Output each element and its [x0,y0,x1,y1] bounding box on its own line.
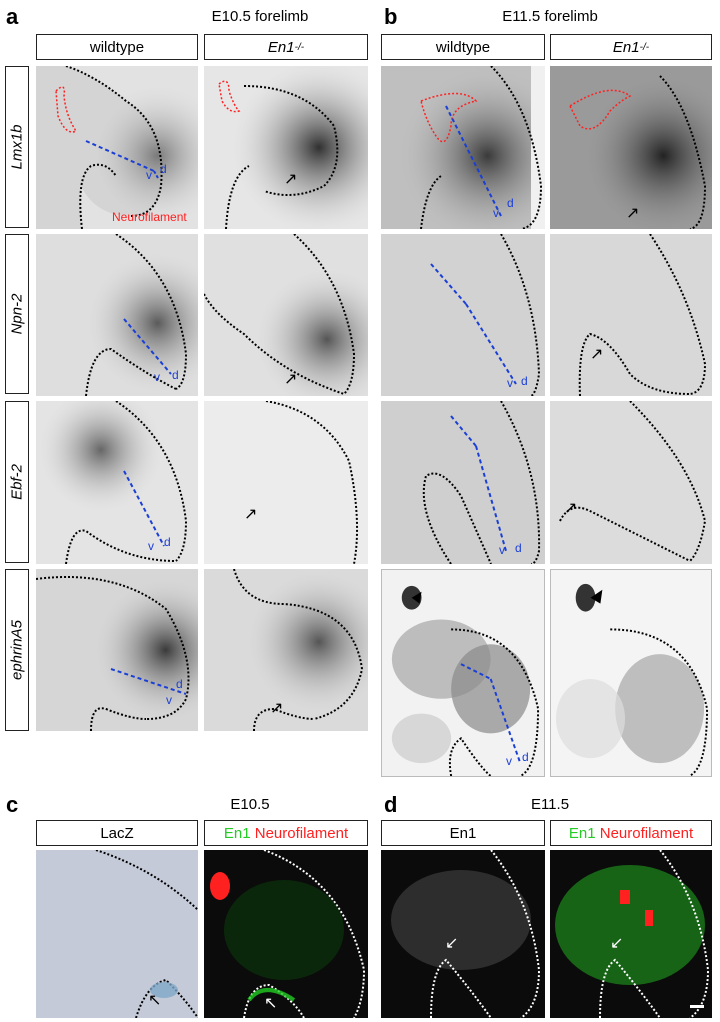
image-lmx1b-e105-en1: ↗ [204,66,368,229]
col-header-c-en1-neurofilament: En1 Neurofilament [204,820,368,846]
image-npn2-e105-en1: ↗ [204,234,368,396]
row-header-lmx1b: Lmx1b [5,66,29,228]
image-en1-neurofilament-e115: ↙ [550,850,712,1018]
svg-text:↗: ↗ [284,371,297,388]
axis-d: d [515,541,522,555]
svg-text:↖: ↖ [148,992,161,1009]
image-lmx1b-e105-wt: v d Neurofilament [36,66,198,229]
image-npn2-e105-wt: v d [36,234,198,396]
axis-v: v [506,754,512,768]
image-ebf2-e115-wt: v d [381,401,545,564]
axis-v: v [507,376,513,390]
axis-v: v [146,168,152,182]
svg-text:↙: ↙ [610,935,623,952]
panel-label-a: a [6,4,19,29]
image-lmx1b-e115-en1: ↗ [550,66,712,229]
axis-d: d [176,677,183,691]
image-npn2-e115-wt: v d [381,234,545,396]
panel-b-title: E11.5 forelimb [502,8,598,25]
col-header-c-lacz: LacZ [36,820,198,846]
col-header-d-en1: En1 [381,820,545,846]
panel-c-title: E10.5 [230,796,270,813]
panel-label-d: d [384,792,398,817]
image-ephrina5-e105-en1: ↗ [204,569,368,731]
axis-d: d [522,750,529,764]
axis-d: d [172,368,179,382]
col-header-d-en1-neurofilament: En1 Neurofilament [550,820,712,846]
axis-d: d [521,374,528,388]
col-header-b-en1: En1 -/- [550,34,712,60]
axis-v: v [166,693,172,707]
panel-a-title: E10.5 forelimb [211,8,309,25]
image-ebf2-e105-en1: ↗ [204,401,368,564]
axis-v: v [148,539,154,553]
axis-d: d [507,196,514,210]
image-en1-neurofilament-e105: ↖ [204,850,368,1018]
svg-text:↗: ↗ [270,700,283,717]
svg-text:↖: ↖ [264,995,277,1012]
row-header-ebf2: Ebf-2 [5,401,29,563]
panel-label-c: c [6,792,19,817]
svg-text:↗: ↗ [564,500,577,517]
image-ebf2-e115-en1: ↗ [550,401,712,564]
svg-text:↗: ↗ [284,171,297,188]
axis-v: v [154,370,160,384]
col-header-a-en1: En1 -/- [204,34,368,60]
panel-d-title: E11.5 [530,796,570,813]
image-lmx1b-e115-wt: v d [381,66,545,229]
panel-label-b: b [384,4,398,29]
svg-text:↗: ↗ [626,205,639,222]
row-header-ephrina5: ephrinA5 [5,569,29,731]
svg-text:↙: ↙ [445,935,458,952]
image-ephrina5-e105-wt: v d [36,569,198,731]
image-ephrina5-e115-wt: v d [381,569,545,777]
svg-text:↗: ↗ [590,346,603,363]
row-header-npn2: Npn-2 [5,234,29,394]
image-npn2-e115-en1: ↗ [550,234,712,396]
image-en1-e115: ↙ [381,850,545,1018]
image-ephrina5-e115-en1 [550,569,712,777]
col-header-b-wildtype: wildtype [381,34,545,60]
image-ebf2-e105-wt: v d [36,401,198,564]
axis-v: v [493,206,499,220]
axis-d: d [164,535,171,549]
svg-text:↗: ↗ [244,506,257,523]
axis-v: v [499,543,505,557]
axis-d: d [160,162,167,176]
col-header-a-wildtype: wildtype [36,34,198,60]
neurofilament-overlay-label: Neurofilament [112,210,187,224]
image-lacz-e105: ↖ [36,850,198,1018]
